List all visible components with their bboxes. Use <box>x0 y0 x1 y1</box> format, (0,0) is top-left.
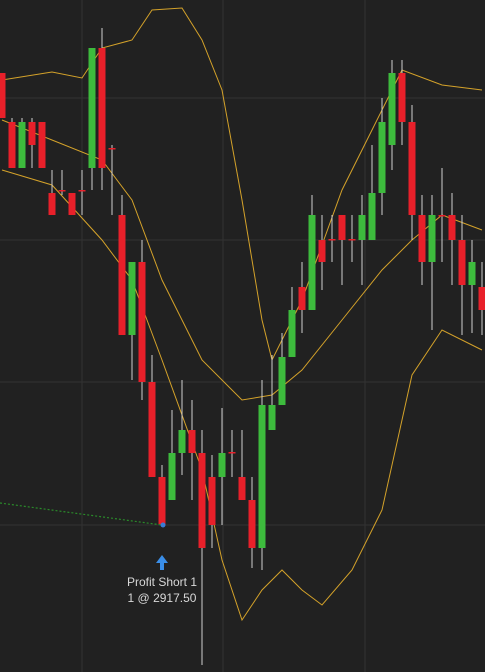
candle-body <box>148 382 156 477</box>
candle-body <box>378 122 386 193</box>
candle-body <box>298 287 306 310</box>
candle-body <box>278 357 286 405</box>
candle-body <box>158 477 166 525</box>
candle-body <box>28 122 36 145</box>
candle-body <box>288 310 296 357</box>
candle-body <box>58 190 66 192</box>
candle-body <box>98 48 106 168</box>
candle-body <box>438 215 446 217</box>
candle-body <box>308 215 316 310</box>
candle-body <box>108 148 116 150</box>
candle-body <box>118 215 126 335</box>
candle-body <box>68 193 76 215</box>
candle-body <box>208 477 216 525</box>
annotation: 1 @ 2917.50 <box>128 591 197 605</box>
candle-body <box>38 122 46 168</box>
candle-body <box>88 48 96 168</box>
candle-body <box>448 215 456 240</box>
band-line <box>1 119 483 401</box>
candle-body <box>398 73 406 122</box>
trade-point <box>160 522 166 528</box>
candle-body <box>48 193 56 215</box>
candle-body <box>348 239 356 241</box>
candle-body <box>198 453 206 548</box>
candle-body <box>478 287 485 310</box>
candle-body <box>328 239 336 241</box>
candle-body <box>258 405 266 548</box>
candle-body <box>428 215 436 262</box>
candle-body <box>248 500 256 548</box>
candle-body <box>238 477 246 500</box>
candle-body <box>138 262 146 382</box>
candle-body <box>268 405 276 430</box>
candle-body <box>188 430 196 453</box>
candle-body <box>218 453 226 477</box>
candle-body <box>408 122 416 215</box>
candle-body <box>78 190 86 192</box>
candle-body <box>418 215 426 262</box>
candle-body <box>458 240 466 285</box>
candle-body <box>0 73 6 118</box>
candle-body <box>228 452 236 454</box>
profit-arrow <box>156 555 168 570</box>
candle-body <box>388 73 396 145</box>
candle-body <box>318 240 326 262</box>
candle-body <box>368 193 376 240</box>
candle-body <box>178 430 186 453</box>
annotation: Profit Short 1 <box>127 575 197 589</box>
candle-body <box>358 215 366 240</box>
trade-line <box>0 502 163 526</box>
candle-body <box>18 122 26 168</box>
candle-body <box>168 453 176 500</box>
band-line <box>1 169 483 622</box>
candle-body <box>128 262 136 335</box>
candle-body <box>338 215 346 240</box>
candle-body <box>468 262 476 285</box>
candle-body <box>8 122 16 168</box>
